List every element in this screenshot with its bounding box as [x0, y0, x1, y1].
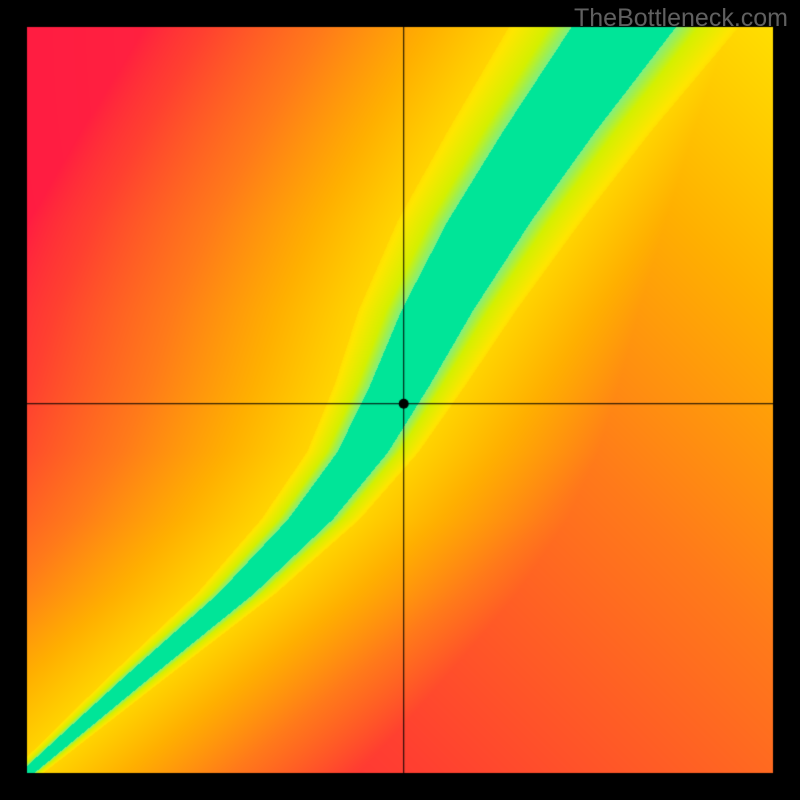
watermark-text: TheBottleneck.com [574, 4, 788, 33]
chart-container: TheBottleneck.com [0, 0, 800, 800]
heatmap-canvas [0, 0, 800, 800]
